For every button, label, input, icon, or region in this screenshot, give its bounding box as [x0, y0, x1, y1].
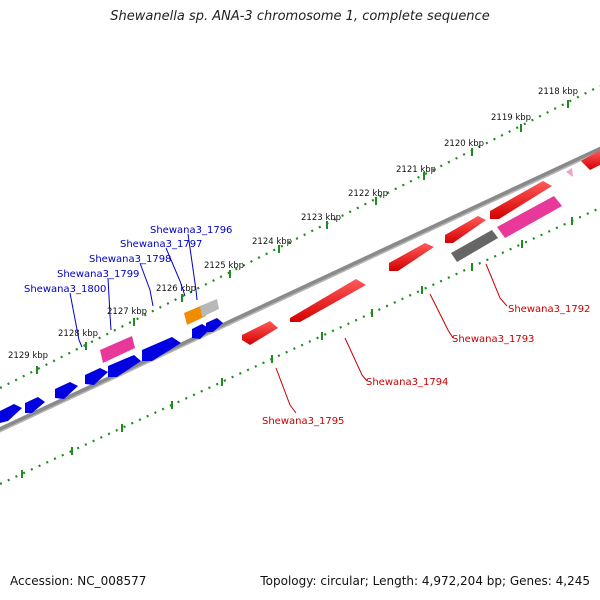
reverse-gene [490, 181, 552, 219]
forward-labels: Shewana3_1796 Shewana3_1797 Shewana3_179… [24, 225, 232, 295]
kbp-label: 2119 kbp [491, 113, 531, 123]
forward-leader-lines [69, 233, 198, 348]
accession-text: Accession: NC_008577 [10, 574, 147, 588]
chromosome-backbone [0, 146, 600, 433]
reverse-genes [242, 150, 600, 345]
forward-gene-orange [184, 305, 206, 325]
reverse-gene-label: Shewana3_1792 [508, 304, 590, 315]
forward-gene [142, 337, 181, 361]
map-title: Shewanella sp. ANA-3 chromosome 1, compl… [110, 9, 490, 24]
kbp-label: 2120 kbp [444, 139, 484, 149]
reverse-gene [290, 279, 366, 322]
forward-gene [55, 382, 78, 399]
kbp-label: 2118 kbp [538, 87, 578, 97]
forward-gene-label: Shewana3_1796 [150, 225, 232, 236]
forward-gene [85, 368, 108, 385]
outer-major-ticks [36, 100, 569, 374]
kbp-label: 2126 kbp [156, 284, 196, 294]
reverse-gene [581, 150, 600, 170]
forward-gene-label: Shewana3_1800 [24, 284, 106, 295]
reverse-gene [242, 321, 278, 345]
chromosome-backbone-shadow [0, 150, 600, 433]
reverse-gene-label: Shewana3_1795 [262, 416, 344, 427]
reverse-labels: Shewana3_1792 Shewana3_1793 Shewana3_179… [262, 304, 590, 427]
kbp-label: 2127 kbp [107, 307, 147, 317]
reverse-gene-highlight [497, 196, 562, 238]
kbp-label: 2121 kbp [396, 165, 436, 175]
kbp-label: 2124 kbp [252, 237, 292, 247]
forward-gene [192, 324, 210, 339]
small-pink-marker [566, 168, 573, 177]
outer-tick-line [0, 85, 600, 389]
forward-gene-highlight [100, 336, 135, 363]
forward-gene [25, 397, 45, 413]
forward-gene [108, 355, 141, 377]
forward-genes [0, 318, 223, 423]
inner-major-ticks [21, 217, 573, 478]
kbp-label: 2123 kbp [301, 213, 341, 223]
reverse-gene-label: Shewana3_1794 [366, 377, 448, 388]
reverse-gene-label: Shewana3_1793 [452, 334, 534, 345]
reverse-gene [445, 216, 486, 243]
topology-text: Topology: circular; Length: 4,972,204 bp… [260, 574, 590, 588]
forward-gene-label: Shewana3_1797 [120, 239, 202, 250]
forward-gene-label: Shewana3_1798 [89, 254, 171, 265]
kbp-label: 2129 kbp [8, 351, 48, 361]
inner-tick-line [0, 207, 600, 485]
forward-gene [206, 318, 223, 332]
kbp-label: 2125 kbp [204, 261, 244, 271]
kbp-label: 2122 kbp [348, 189, 388, 199]
forward-gene-gray [200, 299, 219, 317]
reverse-gene [389, 243, 434, 271]
forward-gene-label: Shewana3_1799 [57, 269, 139, 280]
reverse-gene-gray [451, 230, 498, 262]
forward-gene [0, 404, 22, 423]
reverse-leader-lines [275, 263, 508, 414]
